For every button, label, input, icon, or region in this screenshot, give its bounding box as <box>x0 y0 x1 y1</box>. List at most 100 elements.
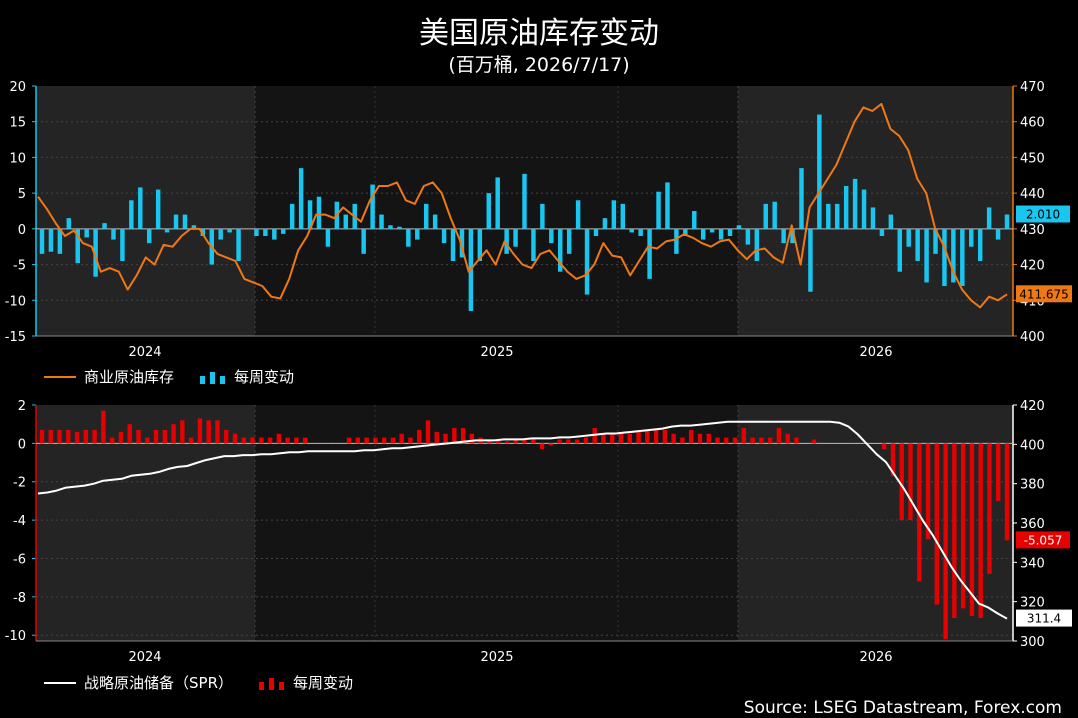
bar-0-43 <box>423 203 429 229</box>
bar-1-107 <box>978 443 983 618</box>
year-band-1-2 <box>738 405 1013 641</box>
bar-0-78 <box>736 225 742 229</box>
x-tick-1-2: 2026 <box>859 650 892 665</box>
bar-0-55 <box>531 228 536 261</box>
series-line-1 <box>37 420 1008 620</box>
bar-1-99 <box>908 443 913 521</box>
bar-0-32 <box>325 228 331 247</box>
bar-1-83 <box>767 437 773 444</box>
bar-0-102 <box>951 228 956 283</box>
bar-1-8 <box>109 437 115 444</box>
bar-1-41 <box>399 433 404 444</box>
chart-title: 美国原油库存变动 <box>419 16 659 51</box>
bar-0-84 <box>790 228 795 244</box>
bar-0-106 <box>986 207 992 229</box>
bar-1-40 <box>390 437 396 444</box>
bar-1-106 <box>969 443 975 617</box>
bar-0-59 <box>566 228 572 254</box>
bar-0-30 <box>307 200 313 229</box>
bar-1-13 <box>153 429 159 444</box>
bar-0-72 <box>683 228 688 236</box>
legend-line-swatch-orange <box>44 375 76 378</box>
right-tick-1-3: 360 <box>1020 517 1045 532</box>
right-tick-1-5: 400 <box>1020 438 1045 453</box>
bar-0-2 <box>57 228 63 254</box>
bar-1-19 <box>206 420 211 444</box>
bar-1-46 <box>443 433 448 444</box>
last-bar-box-0 <box>1016 205 1070 223</box>
last-line-box-0 <box>1016 285 1072 303</box>
bar-0-31 <box>316 196 322 229</box>
bar-1-45 <box>434 431 439 444</box>
right-tick-0-4: 440 <box>1020 187 1045 202</box>
bar-0-9 <box>120 228 125 261</box>
bar-0-8 <box>111 228 116 240</box>
bar-1-79 <box>732 437 738 444</box>
bar-0-67 <box>638 228 643 236</box>
bar-0-94 <box>879 228 885 236</box>
bar-0-99 <box>924 228 929 283</box>
bar-0-41 <box>406 228 411 247</box>
bar-0-27 <box>281 228 286 234</box>
bar-0-96 <box>897 228 903 272</box>
bar-1-75 <box>697 433 703 444</box>
bar-1-26 <box>267 437 273 444</box>
bar-0-103 <box>960 228 965 286</box>
x-tick-0-0: 2024 <box>128 345 161 360</box>
bar-1-12 <box>145 437 150 444</box>
last-line-label-1: 311.4 <box>1027 612 1061 626</box>
bar-0-60 <box>575 200 581 229</box>
bar-0-45 <box>441 228 447 244</box>
bar-0-50 <box>486 193 491 229</box>
left-tick-0-2: -5 <box>13 259 26 274</box>
bar-0-1 <box>48 228 54 252</box>
chart-subtitle: (百万桶, 2026/7/17) <box>448 54 630 76</box>
bar-0-61 <box>584 228 590 295</box>
bar-0-20 <box>218 228 223 240</box>
bar-0-77 <box>727 228 733 236</box>
bar-1-7 <box>101 410 106 444</box>
bar-1-73 <box>680 437 685 444</box>
bar-0-93 <box>870 207 876 229</box>
bar-0-85 <box>799 168 804 229</box>
bar-0-40 <box>397 226 402 229</box>
bar-0-68 <box>647 228 652 279</box>
bar-1-25 <box>259 437 264 444</box>
bar-1-60 <box>566 439 571 444</box>
bar-0-98 <box>915 228 920 261</box>
left-tick-1-3: -4 <box>13 514 26 529</box>
right-tick-0-0: 400 <box>1020 330 1045 345</box>
left-tick-1-0: -10 <box>5 629 26 644</box>
top-legend: 商业原油库存 每周变动 <box>44 366 294 387</box>
bar-1-27 <box>276 433 282 444</box>
bar-0-36 <box>361 228 366 254</box>
bar-1-109 <box>996 443 1001 501</box>
bar-0-37 <box>370 184 375 229</box>
bar-1-82 <box>759 437 764 444</box>
bar-1-76 <box>706 433 711 444</box>
x-tick-1-0: 2024 <box>128 650 161 665</box>
bar-1-62 <box>583 437 589 444</box>
bar-1-77 <box>715 437 720 444</box>
bar-1-100 <box>917 443 922 582</box>
x-tick-1-1: 2025 <box>480 650 513 665</box>
right-tick-0-6: 460 <box>1020 116 1045 131</box>
bar-1-5 <box>83 429 89 444</box>
right-tick-1-4: 380 <box>1020 478 1045 493</box>
bar-1-69 <box>645 429 650 444</box>
bar-0-80 <box>754 228 760 261</box>
bar-0-64 <box>611 200 617 229</box>
bar-0-58 <box>558 228 563 272</box>
bar-0-0 <box>39 228 45 254</box>
bar-0-75 <box>709 228 715 233</box>
bar-1-2 <box>57 429 62 444</box>
right-tick-0-3: 430 <box>1020 223 1045 238</box>
legend-bar-label-bottom: 每周变动 <box>293 674 354 692</box>
left-tick-1-2: -6 <box>13 552 26 567</box>
bar-0-5 <box>84 228 89 238</box>
bar-1-108 <box>987 443 992 574</box>
bar-0-91 <box>852 178 858 229</box>
bar-0-51 <box>495 177 500 229</box>
bar-1-17 <box>188 437 194 444</box>
